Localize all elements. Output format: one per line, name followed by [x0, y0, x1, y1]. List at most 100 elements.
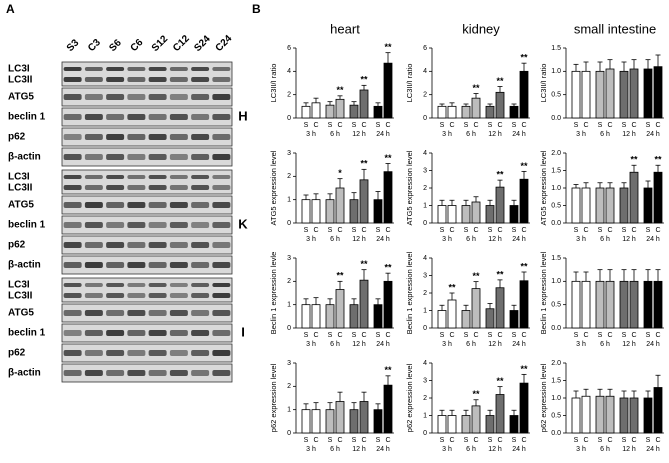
- x-tick-label: S: [622, 437, 627, 444]
- blot-band: [84, 202, 103, 208]
- significance: **: [496, 170, 504, 180]
- panel-letter: A: [6, 2, 15, 16]
- column-title: heart: [330, 21, 360, 36]
- blot-band: [148, 114, 167, 120]
- blot-band: [148, 134, 167, 140]
- bar: [485, 415, 495, 434]
- blot-band: [63, 77, 82, 82]
- blot-band: [106, 310, 125, 316]
- group-label: 6 h: [466, 131, 476, 138]
- y-tick-label: 2: [287, 173, 291, 180]
- blot-band: [127, 134, 146, 140]
- bar: [335, 98, 345, 119]
- blot-band: [148, 310, 167, 316]
- lane-label: S6: [107, 37, 124, 54]
- blot-band: [169, 67, 188, 71]
- x-tick-label: S: [376, 122, 381, 129]
- blot-band: [169, 350, 188, 356]
- blot-band: [212, 185, 231, 190]
- bar: [485, 308, 495, 329]
- bar: [595, 187, 605, 224]
- blot-band: [148, 370, 167, 376]
- bar: [461, 310, 471, 329]
- blot-band: [191, 283, 210, 287]
- x-tick-label: C: [521, 437, 526, 444]
- bar: [495, 394, 505, 434]
- bar: [643, 187, 653, 224]
- group-label: 6 h: [466, 236, 476, 243]
- x-tick-label: C: [473, 122, 478, 129]
- significance: **: [496, 376, 504, 386]
- blot-band: [106, 202, 125, 208]
- blot-band: [127, 310, 146, 316]
- bar: [629, 171, 639, 224]
- x-tick-label: C: [473, 437, 478, 444]
- bar: [437, 415, 447, 434]
- blot-band: [169, 175, 188, 179]
- bar: [519, 280, 529, 329]
- bar: [605, 280, 615, 329]
- blot-band: [212, 283, 231, 287]
- band-label: LC3II: [8, 75, 33, 86]
- lane-label: C12: [171, 33, 192, 54]
- group-label: 12 h: [622, 341, 636, 348]
- bar: [471, 97, 481, 119]
- blot-band: [127, 350, 146, 356]
- x-tick-label: S: [376, 332, 381, 339]
- significance: **: [472, 83, 480, 93]
- bar: [359, 279, 369, 329]
- blot-band: [148, 185, 167, 190]
- group-label: 12 h: [488, 341, 502, 348]
- y-tick-label: 6: [287, 45, 291, 52]
- y-tick-label: 4: [423, 150, 427, 157]
- x-tick-label: S: [352, 122, 357, 129]
- x-tick-label: S: [574, 227, 579, 234]
- bar: [605, 187, 615, 224]
- blot-band: [169, 154, 188, 160]
- blot-band: [127, 242, 146, 248]
- blot-band: [191, 262, 210, 268]
- blot-strip: [61, 343, 233, 363]
- y-tick-label: 0: [287, 220, 291, 227]
- x-tick-label: C: [473, 332, 478, 339]
- lane-label: S24: [192, 33, 213, 54]
- y-tick-label: 4: [423, 255, 427, 262]
- bar: [373, 409, 383, 434]
- bar: [509, 105, 519, 119]
- blot-band: [63, 283, 82, 287]
- group-label: 6 h: [466, 341, 476, 348]
- bar: [509, 310, 519, 329]
- y-tick-label: 3: [287, 255, 291, 262]
- x-tick-label: S: [352, 227, 357, 234]
- x-tick-label: C: [583, 227, 588, 234]
- blot-band: [212, 202, 231, 208]
- group-label: 24 h: [376, 341, 390, 348]
- x-tick-label: S: [512, 437, 517, 444]
- column-title: kidney: [462, 21, 500, 36]
- blot-strip: [61, 277, 233, 303]
- bar: [349, 199, 359, 224]
- y-axis-label: ATG5 expression level: [405, 150, 414, 225]
- bar: [325, 304, 335, 329]
- group-label: 12 h: [352, 131, 366, 138]
- blot-band: [106, 185, 125, 190]
- band-label: p62: [8, 240, 26, 251]
- blot-band: [84, 310, 103, 316]
- bar: [471, 288, 481, 329]
- blot-strip: [61, 107, 233, 127]
- bar: [349, 104, 359, 119]
- band-label: ATG5: [8, 308, 34, 319]
- bar: [653, 280, 663, 329]
- significance: **: [472, 389, 480, 399]
- blot-band: [84, 114, 103, 120]
- blot-band: [106, 154, 125, 160]
- bar: [629, 68, 639, 119]
- blot-band: [148, 293, 167, 298]
- blot-band: [63, 262, 82, 268]
- bar: [605, 68, 615, 119]
- x-tick-label: C: [607, 332, 612, 339]
- y-axis-label: Beclin 1 expression level: [539, 251, 548, 334]
- y-tick-label: 3: [287, 150, 291, 157]
- group-label: 24 h: [376, 131, 390, 138]
- blot-band: [84, 77, 103, 82]
